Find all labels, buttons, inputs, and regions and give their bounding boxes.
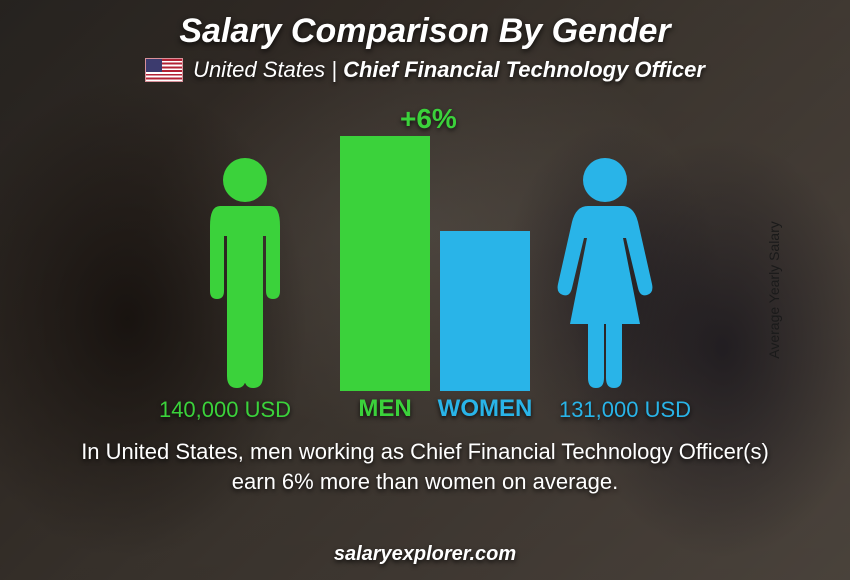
female-person-icon: [550, 156, 660, 391]
separator: |: [325, 57, 343, 82]
infographic-container: Salary Comparison By Gender United State…: [0, 0, 850, 580]
footer-source: salaryexplorer.com: [0, 543, 850, 566]
page-title: Salary Comparison By Gender: [0, 0, 850, 51]
salary-female: 131,000 USD: [535, 397, 715, 423]
chart-area: +6% MEN WOMEN 140,00: [105, 101, 745, 431]
male-person-icon: [190, 156, 300, 391]
description-text: In United States, men working as Chief F…: [65, 437, 785, 496]
bar-male: [340, 136, 430, 391]
job-title-label: Chief Financial Technology Officer: [343, 57, 705, 82]
subtitle-row: United States | Chief Financial Technolo…: [0, 57, 850, 83]
subtitle-text: United States | Chief Financial Technolo…: [193, 57, 705, 83]
salary-male: 140,000 USD: [135, 397, 315, 423]
us-flag-icon: [145, 58, 183, 82]
country-label: United States: [193, 57, 325, 82]
bar-label-female: WOMEN: [425, 395, 545, 423]
delta-label: +6%: [400, 103, 457, 135]
bar-female: [440, 231, 530, 391]
y-axis-label: Average Yearly Salary: [765, 221, 781, 359]
